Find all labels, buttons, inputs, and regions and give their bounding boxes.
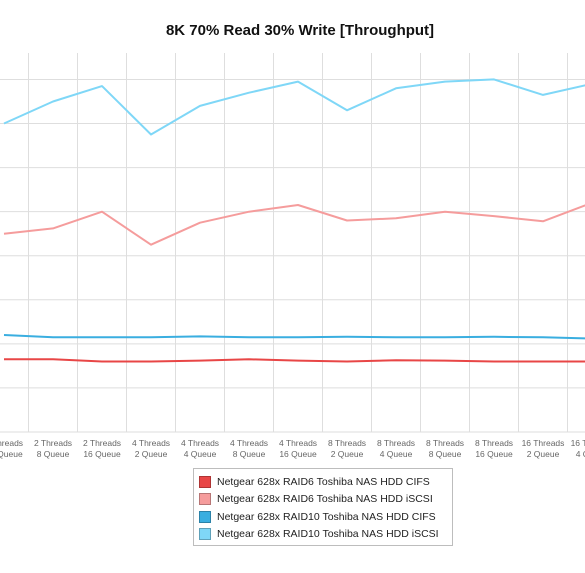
legend-swatch [199,510,211,523]
x-tick-label: 4 Threads 8 Queue [230,438,268,459]
x-tick-label: 16 Threads 2 Queue [522,438,565,459]
legend-label: Netgear 628x RAID10 Toshiba NAS HDD iSCS… [217,528,439,541]
series-line-3 [3,78,585,136]
x-tick-label: 4 Threads 4 Queue [181,438,219,459]
legend-label: Netgear 628x RAID10 Toshiba NAS HDD CIFS [217,510,436,523]
series-line-1 [3,204,585,246]
x-tick-label: 2 Threads 16 Queue [83,438,121,459]
legend-item[interactable]: Netgear 628x RAID10 Toshiba NAS HDD CIFS [199,508,452,526]
chart-title: 8K 70% Read 30% Write [Throughput] [166,22,434,39]
legend-item[interactable]: Netgear 628x RAID10 Toshiba NAS HDD iSCS… [199,526,452,544]
legend-label: Netgear 628x RAID6 Toshiba NAS HDD iSCSI [217,493,433,506]
x-tick-label: 8 Threads 16 Queue [475,438,513,459]
legend-swatch [199,475,211,488]
x-tick-label: 8 Threads 2 Queue [328,438,366,459]
series-line-2 [3,334,585,340]
legend-swatch [199,493,211,506]
x-tick-label: 2 Threads 8 Queue [34,438,72,459]
legend: Netgear 628x RAID6 Toshiba NAS HDD CIFS … [193,468,453,546]
legend-label: Netgear 628x RAID6 Toshiba NAS HDD CIFS [217,475,430,488]
plot-lines [3,78,585,363]
x-tick-label: 8 Threads 4 Queue [377,438,415,459]
legend-item[interactable]: Netgear 628x RAID6 Toshiba NAS HDD iSCSI [199,491,452,509]
grid [0,53,585,433]
legend-item[interactable]: Netgear 628x RAID6 Toshiba NAS HDD CIFS [199,473,452,491]
x-tick-label: 4 Threads 16 Queue [279,438,317,459]
series-line-0 [4,358,585,363]
x-tick-label: 4 Threads 2 Queue [132,438,170,459]
x-tick-label: 8 Threads 8 Queue [426,438,464,459]
legend-swatch [199,528,211,541]
